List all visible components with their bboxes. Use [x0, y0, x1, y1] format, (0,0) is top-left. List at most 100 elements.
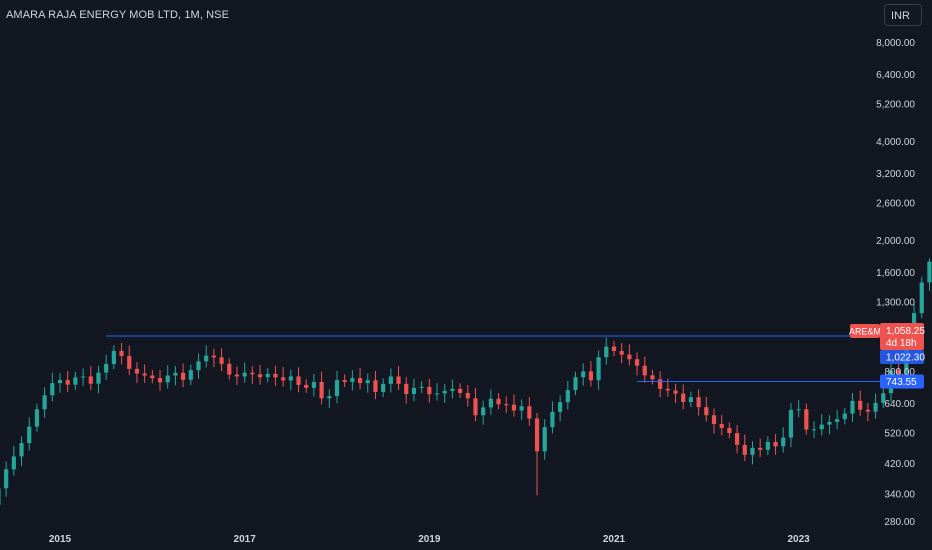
y-tick-label: 280.00 [884, 517, 915, 528]
candle-body [219, 357, 224, 364]
candle-body [742, 444, 747, 455]
candle-body [319, 381, 324, 399]
candle-body [473, 398, 478, 416]
candle-body [658, 379, 663, 389]
candle-body [50, 383, 55, 396]
candle-body [457, 388, 463, 393]
symbol-badge [850, 324, 880, 339]
candle-body [396, 376, 401, 384]
candle-body [257, 374, 263, 378]
candle-body [858, 400, 863, 410]
candle-body [127, 355, 132, 369]
candle-body [465, 392, 470, 399]
candle-body [734, 433, 740, 445]
candle-body [150, 375, 155, 379]
candle-body [273, 373, 278, 378]
candle-body [204, 355, 209, 362]
candle-body [650, 375, 655, 380]
candle-body [519, 406, 524, 411]
x-tick-label: 2017 [234, 534, 257, 545]
candle-body [865, 409, 870, 412]
candle-body [827, 421, 832, 425]
candle-body [504, 404, 509, 406]
candle-body [604, 346, 609, 358]
candle-body [611, 346, 617, 352]
candle-body [927, 261, 932, 283]
x-tick-label: 2019 [418, 534, 441, 545]
candle-body [427, 386, 432, 395]
candle-body [719, 424, 724, 428]
y-tick-label: 420.00 [884, 459, 915, 470]
candle-body [642, 365, 647, 376]
y-tick-label: 520.00 [884, 429, 915, 440]
candle-body [565, 390, 570, 403]
x-tick-label: 2023 [788, 534, 811, 545]
candle-body [96, 372, 101, 384]
candle-body [819, 424, 824, 430]
candle-body [481, 407, 486, 416]
y-tick-label: 5,200.00 [876, 100, 915, 111]
candle-body [281, 377, 286, 381]
candle-body [181, 372, 186, 380]
candle-body [296, 376, 301, 385]
candle-body [811, 429, 817, 431]
candle-body [627, 354, 632, 360]
candle-body [334, 380, 340, 397]
candle-body [442, 390, 447, 394]
candle-body [696, 397, 701, 408]
candle-body [111, 350, 116, 365]
candle-body [327, 396, 332, 399]
candle-body [119, 350, 124, 356]
candle-body [758, 447, 763, 450]
candle-body [550, 411, 555, 428]
candle-body [704, 407, 709, 416]
x-tick-label: 2015 [49, 534, 72, 545]
currency-button[interactable]: INR [884, 4, 922, 26]
y-tick-label: 3,200.00 [876, 169, 915, 180]
level-price-label: 743.55 [886, 377, 917, 388]
x-axis[interactable]: 201520172019202120232025202720292031 [49, 534, 932, 545]
y-tick-label: 2,600.00 [876, 199, 915, 210]
candle-body [211, 355, 216, 358]
candle-body [850, 400, 855, 414]
level-price-badge [880, 349, 924, 364]
candle-body [773, 441, 778, 447]
candle-body [804, 409, 809, 430]
candle-body [381, 383, 386, 392]
candle-body [488, 398, 493, 408]
candle-body [558, 402, 563, 412]
y-tick-label: 340.00 [884, 489, 915, 500]
candle-body [350, 378, 355, 382]
candle-body [404, 383, 409, 395]
candle-body [919, 282, 924, 314]
candle-body [634, 359, 640, 366]
candle-body [342, 380, 347, 382]
last-price-badge [880, 323, 924, 351]
candle-body [104, 364, 109, 373]
candle-body [234, 374, 240, 377]
candle-body [27, 426, 32, 444]
candle-body [573, 377, 578, 391]
candle-body [373, 380, 378, 392]
candle-body [765, 441, 770, 450]
candle-body [311, 381, 317, 388]
candle-body [0, 488, 1, 505]
candles-layer [0, 258, 932, 505]
candle-body [242, 372, 247, 377]
candle-body [34, 409, 40, 427]
y-tick-label: 1,600.00 [876, 268, 915, 279]
candle-body [4, 469, 9, 489]
candle-body [496, 398, 501, 405]
candle-body [134, 368, 140, 374]
y-tick-label: 6,400.00 [876, 70, 915, 81]
candle-body [265, 373, 270, 378]
y-tick-label: 640.00 [884, 399, 915, 410]
candle-body [781, 437, 786, 447]
candle-body [511, 404, 517, 411]
y-tick-label: 2,000.00 [876, 236, 915, 247]
candle-body [873, 402, 878, 412]
y-axis[interactable]: 8,000.00 6,400.00 5,200.00 4,000.00 3,200.00… [876, 38, 915, 528]
symbol-badge-label: ARE&M [849, 327, 881, 337]
